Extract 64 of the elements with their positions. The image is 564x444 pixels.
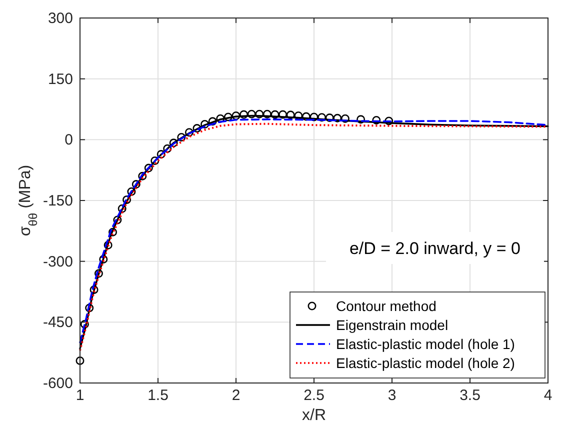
point [192,124,202,133]
y-tick-label: -300 [42,253,73,270]
point [118,204,126,213]
legend-label: Eigenstrain model [336,317,448,333]
y-tick-label: -600 [42,375,73,392]
point [163,144,172,153]
y-tick-label: -450 [42,314,73,332]
point [216,114,225,123]
point [122,195,132,204]
point [372,116,381,124]
point [262,110,272,118]
point [333,114,342,122]
point [156,150,166,159]
point [356,115,366,124]
x-tick-label: 1 [76,387,84,404]
point [294,111,303,120]
legend-label: Contour method [336,298,436,314]
point [94,269,103,278]
y-tick-label: -150 [42,192,73,210]
point [384,116,394,126]
point [150,156,160,166]
annotation: e/D = 2.0 inward, y = 0 [349,239,521,258]
x-tick-label: 2 [232,387,240,404]
point [169,138,178,148]
point [76,356,84,365]
point [127,187,136,196]
point [104,240,112,250]
y-tick-label: 150 [48,70,73,88]
legend-label: Elastic-plastic model (hole 2) [336,355,515,371]
point [286,110,295,120]
point [240,110,248,119]
point [80,320,89,328]
point [113,216,122,224]
y-tick-label: 0 [64,132,73,149]
point [255,110,264,118]
point [224,112,232,122]
point [310,112,318,122]
point [200,120,210,129]
point [132,180,140,189]
x-tick-label: 1.5 [148,387,168,404]
point [302,112,310,121]
point [177,132,186,142]
point [278,110,288,119]
point [85,304,94,312]
point [144,164,153,172]
point [247,110,256,118]
point [318,113,326,122]
point [99,255,108,264]
point [208,117,217,126]
y-tick-label: 300 [48,10,73,27]
x-tick-label: 2.5 [304,387,324,404]
point [232,111,240,120]
point [325,114,334,122]
point [108,228,118,236]
legend-label: Elastic-plastic model (hole 1) [336,336,515,352]
x-tick-label: 3.5 [460,387,480,404]
x-axis-title: x/R [302,407,326,424]
point [270,110,280,119]
point [138,172,147,180]
point [90,285,98,294]
x-tick-label: 3 [388,387,396,404]
point [184,128,194,137]
x-tick-label: 4 [544,387,552,404]
point [340,114,350,123]
